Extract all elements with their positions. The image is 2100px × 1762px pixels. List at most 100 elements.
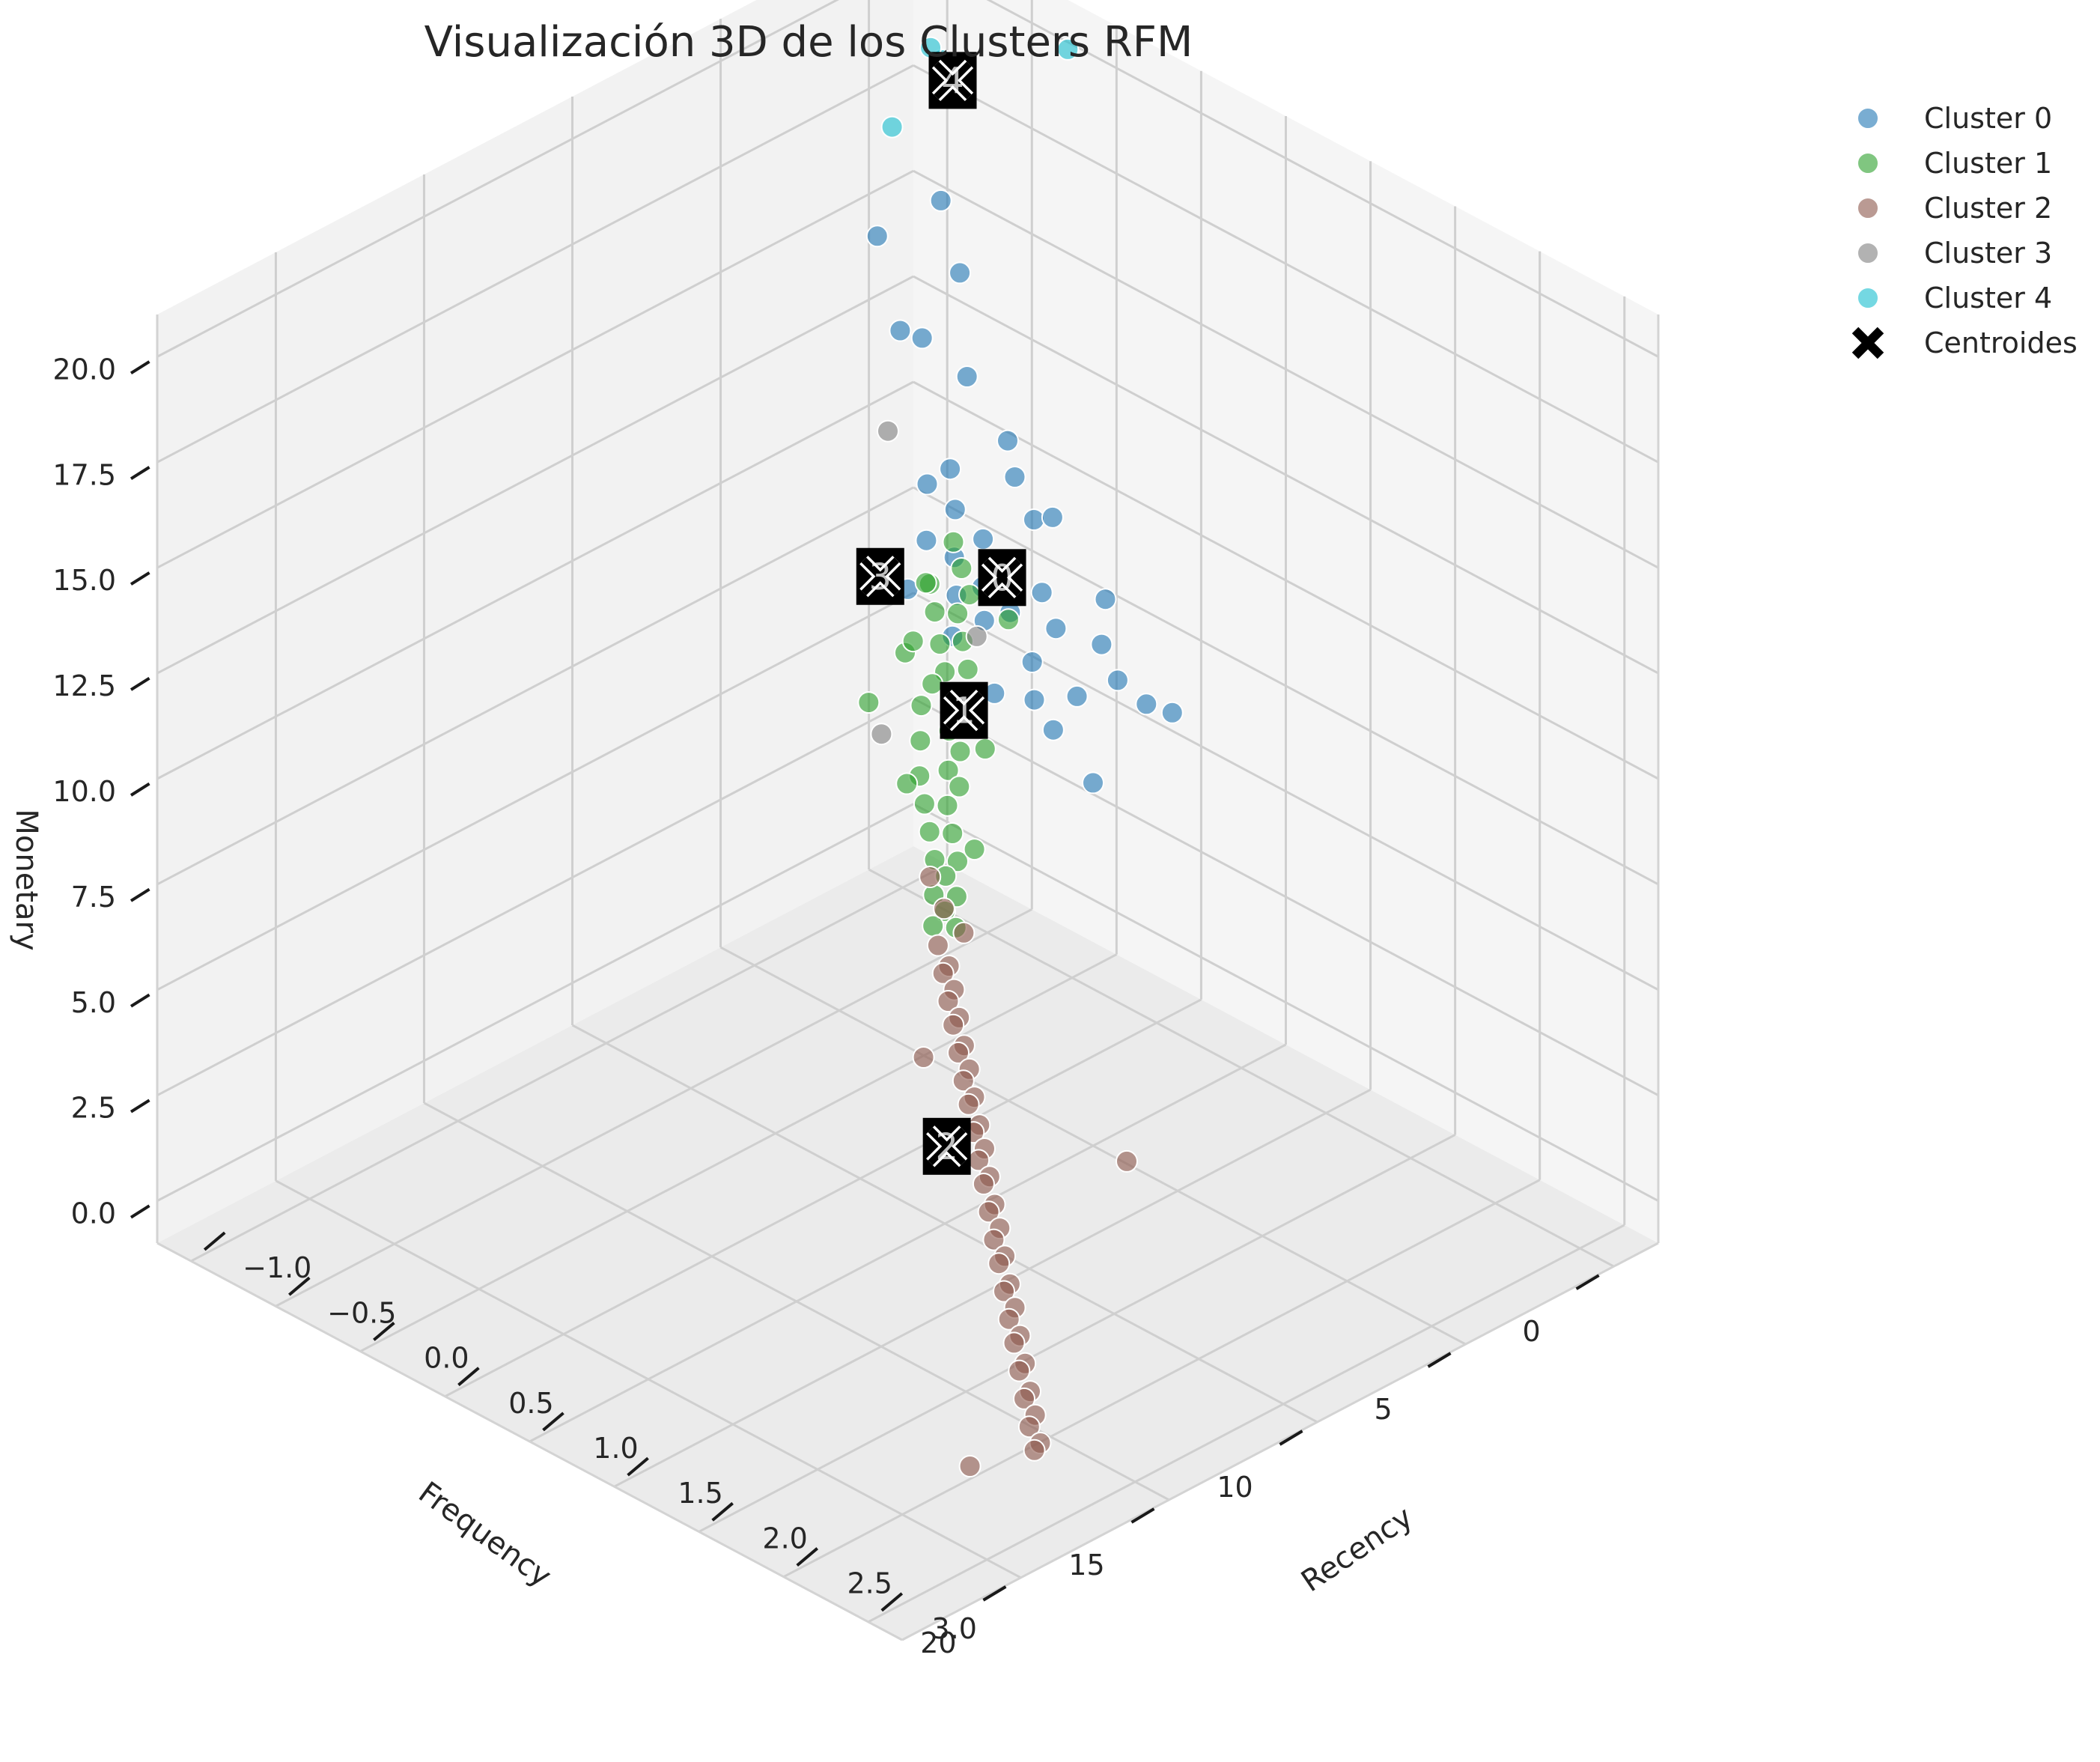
- data-point: [910, 694, 933, 717]
- grid-line-z-left: [156, 592, 914, 991]
- data-point: [965, 625, 988, 648]
- data-point: [946, 850, 969, 873]
- data-point: [1017, 1415, 1041, 1439]
- z-tick-label: 7.5: [71, 881, 116, 914]
- data-point: [972, 1173, 995, 1195]
- grid-line-z-left: [156, 486, 914, 886]
- z-tick-mark: [130, 1099, 150, 1114]
- data-point: [877, 419, 899, 443]
- y-tick-label: 5: [1374, 1393, 1392, 1426]
- y-tick-label: 10: [1217, 1471, 1253, 1504]
- z-tick-label: 12.5: [52, 669, 116, 702]
- data-point: [880, 115, 904, 139]
- axis-edge: [901, 1242, 1659, 1641]
- data-point: [972, 527, 995, 550]
- y-tick-label: 20: [920, 1626, 956, 1659]
- grid-line-x: [868, 1224, 1625, 1623]
- data-point: [923, 601, 946, 624]
- data-point: [936, 794, 959, 817]
- data-point: [949, 261, 972, 285]
- legend-marker: [1857, 242, 1879, 264]
- data-point: [987, 1252, 1011, 1275]
- data-point: [937, 759, 960, 782]
- data-point: [910, 326, 934, 350]
- chart-legend: Cluster 0 Cluster 1 Cluster 2 Cluster 3 Clus…: [1851, 102, 2078, 359]
- grid-line-z-right: [986, 0, 1659, 358]
- legend-label: Cluster 2: [1924, 192, 2052, 225]
- data-point: [909, 729, 932, 753]
- y-tick-mark: [1130, 1507, 1155, 1524]
- x-tick-mark: [203, 1231, 226, 1251]
- data-point: [1030, 581, 1053, 604]
- data-point: [977, 1200, 1000, 1224]
- z-tick-label: 0.0: [71, 1197, 116, 1230]
- grid-line-x: [698, 1134, 1456, 1533]
- z-tick-label: 20.0: [52, 353, 116, 386]
- data-point: [952, 921, 976, 944]
- data-point: [1135, 693, 1158, 716]
- centroid-marker: 2: [922, 1117, 971, 1175]
- data-point: [914, 571, 937, 595]
- y-axis-label: Frequency: [413, 1475, 558, 1594]
- z-tick-label: 17.5: [52, 458, 116, 491]
- data-point: [1106, 669, 1129, 692]
- data-point: [939, 458, 962, 481]
- centroid-label: 1: [952, 690, 976, 732]
- grid-line-z-left: [156, 380, 914, 780]
- data-point: [947, 1041, 970, 1064]
- legend-item: Cluster 4: [1857, 282, 2052, 315]
- data-point: [1023, 508, 1045, 531]
- x-tick-label: 0.5: [508, 1387, 553, 1420]
- grid-line-z-right: [913, 64, 1659, 464]
- x-tick-mark: [627, 1456, 649, 1477]
- data-point: [1008, 1359, 1031, 1382]
- legend-label: Cluster 3: [1924, 237, 2052, 270]
- grid-line-z-left: [156, 0, 840, 358]
- centroid-label: 0: [990, 557, 1014, 599]
- data-point: [950, 557, 973, 580]
- data-point: [952, 1069, 975, 1093]
- grid-line-x: [190, 863, 948, 1263]
- centroid-marker: 1: [940, 681, 988, 739]
- legend-marker: [1857, 197, 1879, 219]
- x-tick-label: 3.0: [932, 1612, 977, 1645]
- legend-label: Centroides: [1924, 326, 2078, 359]
- data-point: [1065, 684, 1089, 708]
- grid-line-y: [868, 868, 1615, 1268]
- legend-marker-centroid: [1851, 326, 1884, 359]
- z-tick-mark: [130, 360, 150, 375]
- data-point: [958, 583, 981, 607]
- data-point: [919, 866, 942, 888]
- series-cluster-2: [912, 866, 1138, 1477]
- data-point: [937, 990, 960, 1012]
- z-tick-mark: [130, 887, 150, 902]
- grid-line-x: [275, 908, 1032, 1307]
- data-point: [1056, 37, 1080, 61]
- data-point: [928, 633, 952, 655]
- data-point: [1044, 617, 1068, 640]
- chart-title: Visualización 3D de los Clusters RFM: [424, 18, 1193, 67]
- centroid-x-inner: [928, 1127, 966, 1166]
- y-tick-mark: [1279, 1430, 1303, 1446]
- grid-line-x: [359, 953, 1118, 1352]
- data-point: [901, 630, 925, 653]
- data-point: [916, 473, 939, 496]
- axis-edge: [156, 1242, 903, 1641]
- centroid-x-inner: [945, 691, 983, 729]
- y-tick-label: 0: [1522, 1315, 1540, 1348]
- x-tick-mark: [542, 1412, 564, 1432]
- data-point: [895, 772, 919, 795]
- grid-line-y: [719, 946, 1467, 1346]
- data-point: [915, 529, 938, 552]
- x-tick-label: 1.5: [678, 1477, 722, 1510]
- grid-line-z-right: [913, 380, 1659, 780]
- data-point: [957, 1093, 980, 1116]
- data-point: [857, 691, 880, 714]
- x-tick-label: −0.5: [327, 1296, 396, 1329]
- data-point: [982, 1228, 1005, 1251]
- y-tick-label: 15: [1068, 1549, 1104, 1582]
- chart-panes: [157, 0, 1658, 1640]
- data-point: [963, 838, 986, 861]
- y-tick-mark: [1575, 1274, 1600, 1290]
